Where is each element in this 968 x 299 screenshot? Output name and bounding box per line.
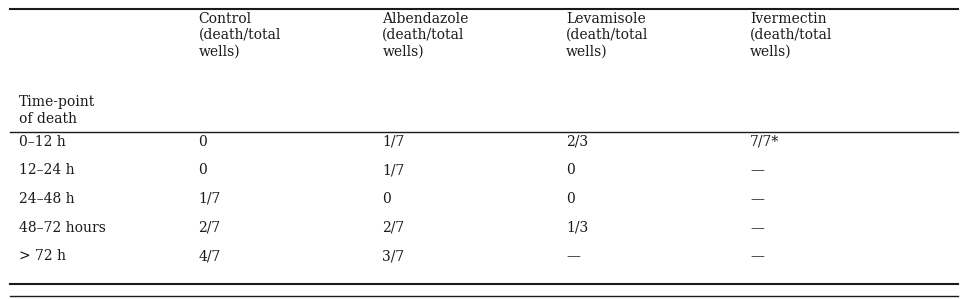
Text: 0: 0 bbox=[382, 192, 391, 206]
Text: 24–48 h: 24–48 h bbox=[19, 192, 75, 206]
Text: Levamisole
(death/total
wells): Levamisole (death/total wells) bbox=[566, 12, 649, 58]
Text: Control
(death/total
wells): Control (death/total wells) bbox=[198, 12, 281, 58]
Text: 0: 0 bbox=[198, 135, 207, 149]
Text: 0: 0 bbox=[566, 192, 575, 206]
Text: —: — bbox=[750, 221, 764, 235]
Text: 7/7*: 7/7* bbox=[750, 135, 779, 149]
Text: —: — bbox=[566, 249, 580, 263]
Text: 1/7: 1/7 bbox=[382, 163, 405, 177]
Text: —: — bbox=[750, 163, 764, 177]
Text: 0: 0 bbox=[198, 163, 207, 177]
Text: Time-point
of death: Time-point of death bbox=[19, 95, 96, 126]
Text: 0–12 h: 0–12 h bbox=[19, 135, 66, 149]
Text: 2/7: 2/7 bbox=[198, 221, 221, 235]
Text: 3/7: 3/7 bbox=[382, 249, 405, 263]
Text: 1/7: 1/7 bbox=[198, 192, 221, 206]
Text: > 72 h: > 72 h bbox=[19, 249, 67, 263]
Text: 2/7: 2/7 bbox=[382, 221, 405, 235]
Text: Albendazole
(death/total
wells): Albendazole (death/total wells) bbox=[382, 12, 469, 58]
Text: 4/7: 4/7 bbox=[198, 249, 221, 263]
Text: 0: 0 bbox=[566, 163, 575, 177]
Text: 12–24 h: 12–24 h bbox=[19, 163, 75, 177]
Text: Ivermectin
(death/total
wells): Ivermectin (death/total wells) bbox=[750, 12, 832, 58]
Text: 2/3: 2/3 bbox=[566, 135, 589, 149]
Text: 48–72 hours: 48–72 hours bbox=[19, 221, 106, 235]
Text: 1/3: 1/3 bbox=[566, 221, 589, 235]
Text: 1/7: 1/7 bbox=[382, 135, 405, 149]
Text: —: — bbox=[750, 192, 764, 206]
Text: —: — bbox=[750, 249, 764, 263]
